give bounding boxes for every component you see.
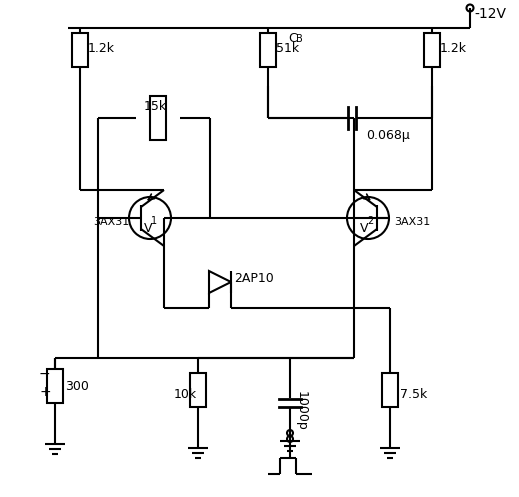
Text: 15k: 15k bbox=[144, 100, 167, 113]
Text: 7.5k: 7.5k bbox=[400, 389, 427, 402]
Bar bbox=[150, 96, 166, 140]
Polygon shape bbox=[209, 271, 231, 293]
Text: 3AX31: 3AX31 bbox=[394, 217, 430, 227]
Text: 51k: 51k bbox=[276, 42, 299, 55]
Text: 300: 300 bbox=[65, 380, 89, 393]
Bar bbox=[382, 373, 398, 407]
Text: V: V bbox=[360, 222, 368, 235]
Text: 10k: 10k bbox=[174, 389, 197, 402]
Bar bbox=[72, 33, 88, 67]
Text: 2: 2 bbox=[367, 216, 373, 226]
Text: 1.2k: 1.2k bbox=[88, 42, 115, 55]
Text: 1000p: 1000p bbox=[295, 391, 308, 431]
Text: 0.068μ: 0.068μ bbox=[366, 130, 409, 143]
Bar bbox=[47, 369, 63, 403]
Bar bbox=[260, 33, 276, 67]
Text: 3AX31: 3AX31 bbox=[93, 217, 129, 227]
Text: −: − bbox=[39, 367, 51, 381]
Bar bbox=[424, 33, 440, 67]
Text: 1.2k: 1.2k bbox=[440, 42, 467, 55]
Bar bbox=[190, 373, 206, 407]
Text: B: B bbox=[296, 34, 303, 44]
Text: +: + bbox=[39, 385, 51, 399]
Text: V: V bbox=[144, 222, 153, 235]
Text: -12V: -12V bbox=[474, 7, 506, 21]
Text: 2AP10: 2AP10 bbox=[234, 272, 274, 285]
Text: C: C bbox=[288, 31, 297, 45]
Text: 1: 1 bbox=[151, 216, 157, 226]
